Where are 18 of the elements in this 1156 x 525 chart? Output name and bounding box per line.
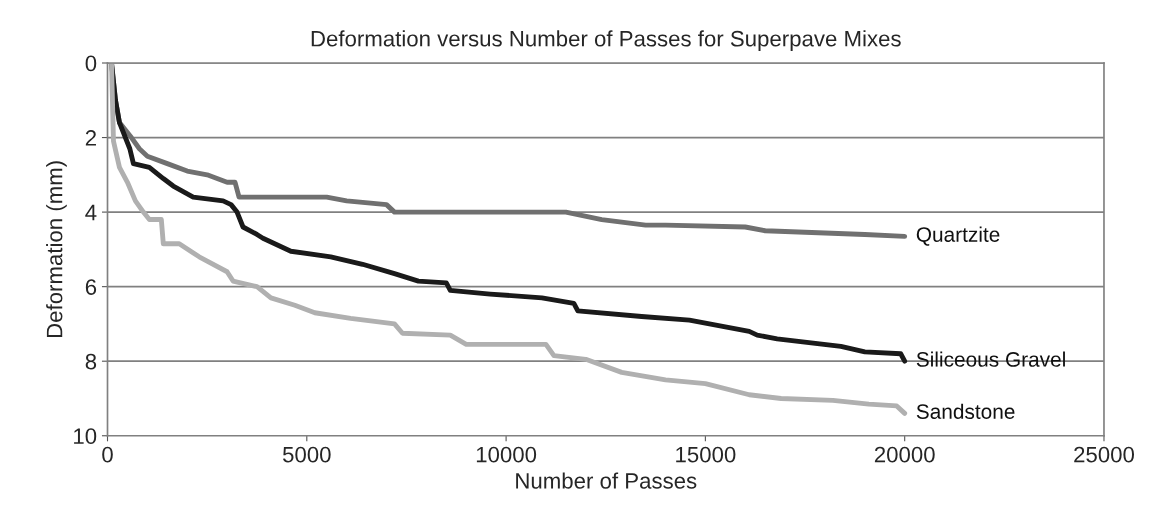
x-tick-label: 15000 — [676, 446, 736, 463]
y-tick-label: 10 — [74, 428, 97, 445]
x-tick-label: 25000 — [1074, 446, 1135, 463]
series-label: Sandstone — [916, 403, 1015, 419]
chart-title: Deformation versus Number of Passes for Superpave Mixes — [311, 30, 901, 51]
y-axis-title: Deformation (mm) — [46, 161, 67, 338]
x-tick-label: 20000 — [874, 446, 935, 463]
y-tick-label: 0 — [85, 55, 97, 72]
x-tick-label: 10000 — [476, 446, 537, 463]
y-tick-label: 2 — [85, 130, 96, 146]
y-tick-label: 6 — [85, 279, 97, 295]
x-axis-title: Number of Passes — [516, 472, 697, 489]
x-tick-label: 0 — [102, 446, 113, 463]
series-label: Siliceous Gravel — [916, 351, 1065, 367]
series-label: Quartzite — [916, 226, 1000, 246]
y-tick-label: 8 — [85, 353, 97, 370]
y-tick-label: 4 — [85, 204, 97, 221]
x-tick-label: 5000 — [282, 446, 331, 463]
